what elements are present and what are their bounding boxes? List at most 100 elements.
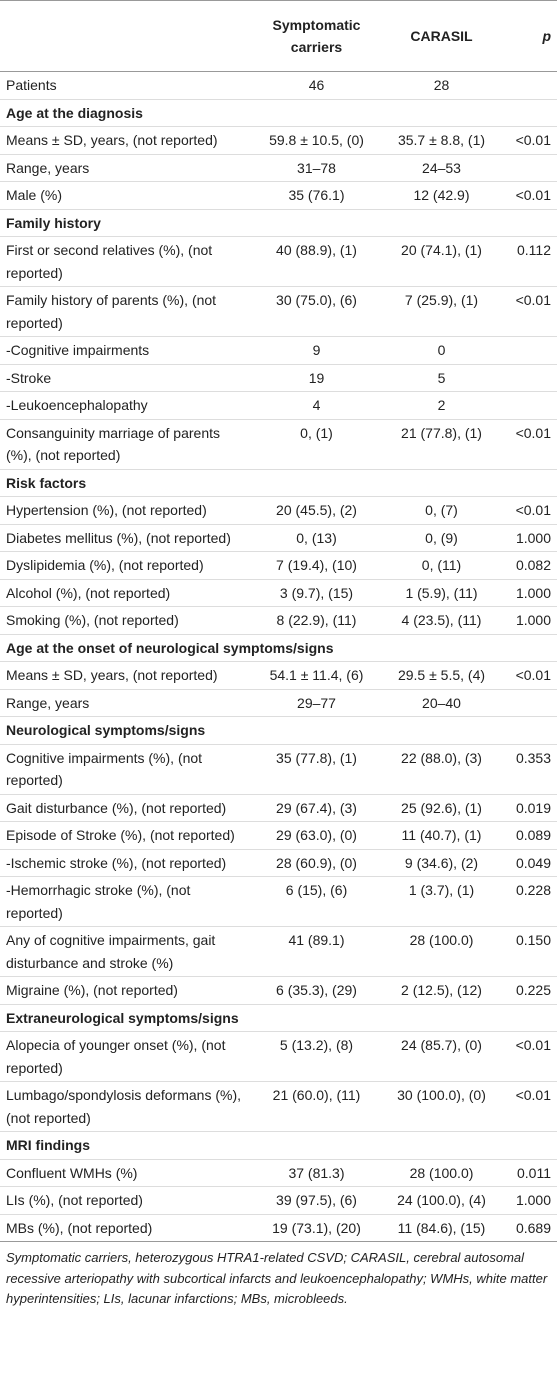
section-row: Family history xyxy=(0,209,557,237)
section-row: MRI findings xyxy=(0,1131,557,1160)
data-row: MBs (%), (not reported) 19 (73.1), (20) 11… xyxy=(0,1214,557,1242)
cell xyxy=(495,154,557,182)
cell: 22 (88.0), (3) xyxy=(388,744,495,795)
cell: 21 (77.8), (1) xyxy=(388,419,495,470)
data-row: Range, years 31–78 24–53 xyxy=(0,154,557,182)
data-row: Gait disturbance (%), (not reported) 29 (… xyxy=(0,794,557,822)
cell: 5 (13.2), (8) xyxy=(245,1031,388,1082)
row-label: Consanguinity marriage of parents (%), (… xyxy=(0,419,245,470)
cell xyxy=(495,364,557,392)
data-row: Cognitive impairments (%), (not reported… xyxy=(0,744,557,795)
data-row: Range, years 29–77 20–40 xyxy=(0,689,557,717)
cell: <0.01 xyxy=(495,181,557,210)
cell: <0.01 xyxy=(495,1081,557,1132)
cell xyxy=(495,391,557,420)
header-cell: CARASIL xyxy=(388,0,495,72)
row-label: Migraine (%), (not reported) xyxy=(0,976,245,1005)
cell: 1 (5.9), (11) xyxy=(388,579,495,607)
data-row: -Stroke 19 5 xyxy=(0,364,557,392)
cell: 37 (81.3) xyxy=(245,1159,388,1187)
row-label: Means ± SD, years, (not reported) xyxy=(0,126,245,155)
data-row: Episode of Stroke (%), (not reported) 29 … xyxy=(0,821,557,850)
cell: 20 (74.1), (1) xyxy=(388,236,495,287)
data-row: Lumbago/spondylosis deformans (%), (not … xyxy=(0,1081,557,1132)
section-heading: Extraneurological symptoms/signs xyxy=(0,1004,557,1032)
section-row: Neurological symptoms/signs xyxy=(0,716,557,745)
cell: 0, (7) xyxy=(388,496,495,525)
section-heading: Age at the onset of neurological symptom… xyxy=(0,634,557,662)
cell: 0.019 xyxy=(495,794,557,822)
cell: 21 (60.0), (11) xyxy=(245,1081,388,1132)
cell: <0.01 xyxy=(495,419,557,470)
cell: 0, (13) xyxy=(245,524,388,552)
row-label: Range, years xyxy=(0,689,245,717)
cell: 35 (76.1) xyxy=(245,181,388,210)
cell: 9 (34.6), (2) xyxy=(388,849,495,877)
section-row: Risk factors xyxy=(0,469,557,497)
cell: 1.000 xyxy=(495,524,557,552)
cell: 4 xyxy=(245,391,388,420)
section-row: Age at the onset of neurological symptom… xyxy=(0,634,557,662)
header-cell: Symptomatic carriers xyxy=(245,0,388,72)
cell: 29 (67.4), (3) xyxy=(245,794,388,822)
cell xyxy=(495,689,557,717)
cell: 0.228 xyxy=(495,876,557,927)
section-heading: MRI findings xyxy=(0,1131,557,1160)
data-row: -Hemorrhagic stroke (%), (not reported) 6… xyxy=(0,876,557,927)
row-label: Patients xyxy=(0,71,245,100)
section-row: Extraneurological symptoms/signs xyxy=(0,1004,557,1032)
row-label: Any of cognitive impairments, gait distu… xyxy=(0,926,245,977)
footnote: Symptomatic carriers, heterozygous HTRA1… xyxy=(6,1250,548,1306)
cell: 0.049 xyxy=(495,849,557,877)
cell xyxy=(495,71,557,100)
cell: 7 (19.4), (10) xyxy=(245,551,388,580)
cell: 12 (42.9) xyxy=(388,181,495,210)
section-heading: Family history xyxy=(0,209,557,237)
row-label: -Cognitive impairments xyxy=(0,336,245,365)
cell: 20–40 xyxy=(388,689,495,717)
row-label: -Ischemic stroke (%), (not reported) xyxy=(0,849,245,877)
data-row: Hypertension (%), (not reported) 20 (45.5… xyxy=(0,496,557,525)
cell: 2 xyxy=(388,391,495,420)
row-label: Range, years xyxy=(0,154,245,182)
row-label: Alcohol (%), (not reported) xyxy=(0,579,245,607)
data-row: Consanguinity marriage of parents (%), (… xyxy=(0,419,557,470)
data-row: Migraine (%), (not reported) 6 (35.3), (2… xyxy=(0,976,557,1005)
data-row: Diabetes mellitus (%), (not reported) 0, … xyxy=(0,524,557,552)
row-label: Confluent WMHs (%) xyxy=(0,1159,245,1187)
section-heading: Neurological symptoms/signs xyxy=(0,716,557,745)
row-label: -Leukoencephalopathy xyxy=(0,391,245,420)
section-heading: Age at the diagnosis xyxy=(0,99,557,127)
cell: 29–77 xyxy=(245,689,388,717)
data-row: Means ± SD, years, (not reported) 54.1 ± … xyxy=(0,661,557,690)
table-header: Symptomatic carriers CARASIL p xyxy=(0,0,557,72)
cell: 0.082 xyxy=(495,551,557,580)
cell: 6 (15), (6) xyxy=(245,876,388,927)
data-row: -Cognitive impairments 9 0 xyxy=(0,336,557,365)
cell: 28 (100.0) xyxy=(388,1159,495,1187)
cell: 3 (9.7), (15) xyxy=(245,579,388,607)
cell: 2 (12.5), (12) xyxy=(388,976,495,1005)
cell: 11 (84.6), (15) xyxy=(388,1214,495,1242)
cell: <0.01 xyxy=(495,126,557,155)
header-cell xyxy=(0,0,245,72)
cell: 31–78 xyxy=(245,154,388,182)
cell: 46 xyxy=(245,71,388,100)
cell: <0.01 xyxy=(495,496,557,525)
cell: 1.000 xyxy=(495,579,557,607)
cell: 4 (23.5), (11) xyxy=(388,606,495,635)
cell: 28 (100.0) xyxy=(388,926,495,977)
cell: 0.353 xyxy=(495,744,557,795)
data-table: Symptomatic carriers CARASIL p Patients 4… xyxy=(0,0,557,1242)
cell: 9 xyxy=(245,336,388,365)
cell: 0.150 xyxy=(495,926,557,977)
cell: 28 xyxy=(388,71,495,100)
row-label: Alopecia of younger onset (%), (not repo… xyxy=(0,1031,245,1082)
cell: 0.689 xyxy=(495,1214,557,1242)
cell: 19 xyxy=(245,364,388,392)
row-label: Diabetes mellitus (%), (not reported) xyxy=(0,524,245,552)
cell: 20 (45.5), (2) xyxy=(245,496,388,525)
header-cell: p xyxy=(495,0,557,72)
row-label: Dyslipidemia (%), (not reported) xyxy=(0,551,245,580)
cell: 0, (9) xyxy=(388,524,495,552)
